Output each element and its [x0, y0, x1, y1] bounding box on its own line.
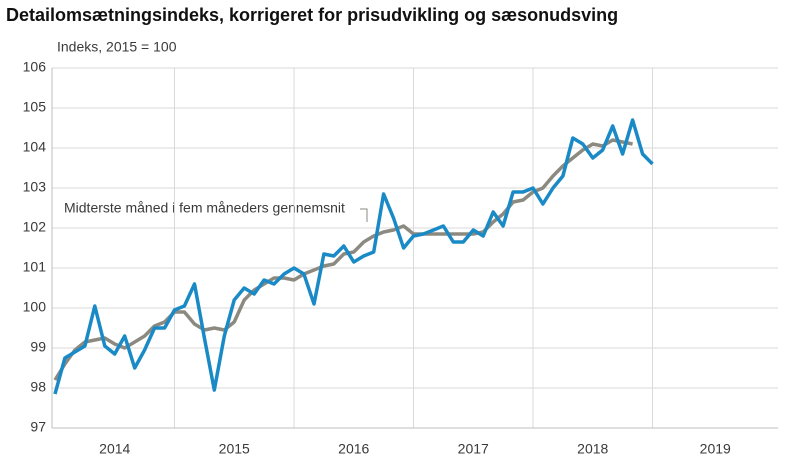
y-tick-label: 98 — [30, 379, 46, 395]
x-tick-label: 2016 — [338, 441, 369, 457]
x-tick-label: 2017 — [458, 441, 489, 457]
annotation: Midterste måned i fem måneders gennemsni… — [64, 200, 345, 216]
y-tick-label: 104 — [23, 139, 47, 155]
y-tick-label: 105 — [23, 99, 47, 115]
y-tick-label: 102 — [23, 219, 47, 235]
y-tick-label: 99 — [30, 339, 46, 355]
y-axis-label: Indeks, 2015 = 100 — [57, 39, 177, 55]
x-tick-label: 2019 — [700, 441, 731, 457]
x-tick-label: 2015 — [219, 441, 250, 457]
chart-title: Detailomsætningsindeks, korrigeret for p… — [6, 5, 618, 25]
y-tick-label: 103 — [23, 179, 47, 195]
series-line — [53, 118, 654, 395]
y-tick-label: 97 — [30, 419, 46, 435]
x-tick-label: 2018 — [577, 441, 608, 457]
y-tick-label: 101 — [23, 259, 47, 275]
annotation-leader — [360, 208, 368, 222]
y-tick-label: 106 — [23, 59, 47, 75]
x-tick-label: 2014 — [99, 441, 130, 457]
y-tick-label: 100 — [23, 299, 47, 315]
series-line — [53, 138, 633, 381]
